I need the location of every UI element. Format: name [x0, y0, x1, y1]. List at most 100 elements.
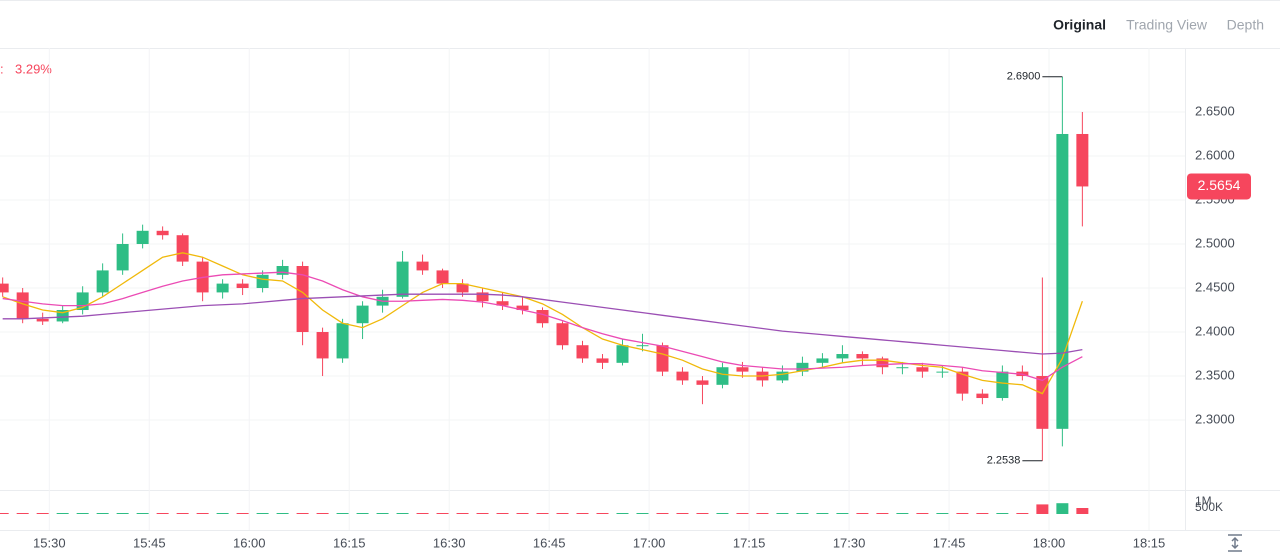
candle-body [996, 371, 1009, 399]
x-tick-label: 15:45 [133, 535, 166, 550]
volume-bar [316, 513, 329, 514]
volume-bar [396, 513, 409, 514]
candle-body [856, 354, 869, 359]
candle-body [896, 367, 909, 369]
tab[interactable]: Trading View [1126, 17, 1208, 33]
tab[interactable]: Depth [1227, 17, 1264, 33]
candle-body [156, 230, 169, 236]
moving-average [2, 293, 1083, 355]
candle-body [836, 354, 849, 359]
candle-body [356, 305, 369, 324]
grid [0, 48, 1185, 530]
candle-body [796, 362, 809, 372]
volume-bar [36, 513, 49, 514]
volume-bar [1036, 504, 1049, 514]
candle-body [556, 323, 569, 346]
change-prefix: : [0, 61, 4, 76]
candle-body [56, 310, 69, 322]
volume-bar [376, 513, 389, 514]
volume-bar [836, 513, 849, 514]
volume-bar [816, 513, 829, 514]
volume-bar [436, 513, 449, 514]
moving-average [2, 252, 1083, 395]
change-label: 3.29% [15, 61, 52, 76]
candle-body [216, 283, 229, 293]
x-tick-label: 16:30 [433, 535, 466, 550]
candle-body [316, 332, 329, 359]
volume-bar [516, 513, 529, 514]
y-tick-label: 2.3500 [1195, 367, 1235, 382]
candle-body [696, 380, 709, 385]
volume-bar [496, 513, 509, 514]
x-tick-label: 16:00 [233, 535, 266, 550]
volume-bar [996, 513, 1009, 514]
volume-bar [0, 513, 9, 514]
candle-body [676, 371, 689, 381]
volume-bar [616, 513, 629, 514]
volume-bar [976, 513, 989, 514]
volume-bar [356, 513, 369, 514]
volume-bar [896, 513, 909, 514]
candle-body [536, 310, 549, 324]
volume-bar [296, 513, 309, 514]
volume-bar [536, 513, 549, 514]
candle-body [576, 345, 589, 359]
volume-bar [856, 513, 869, 514]
high-marker-label: 2.6900 [1007, 71, 1041, 83]
candle-body [336, 323, 349, 359]
candle-body [496, 301, 509, 306]
y-tick-label: 2.5000 [1195, 235, 1235, 250]
last-price-box [1187, 173, 1251, 200]
volume-bar [1056, 503, 1069, 514]
scale-icon[interactable] [1228, 534, 1242, 552]
x-tick-label: 16:15 [333, 535, 366, 550]
candle-body [516, 305, 529, 311]
volume-bar [636, 513, 649, 514]
volume-bar [236, 513, 249, 514]
volume-bar [1076, 508, 1089, 514]
volume-bar [336, 513, 349, 514]
x-tick-label: 17:00 [633, 535, 666, 550]
x-tick-label: 17:15 [733, 535, 766, 550]
candle-body [96, 270, 109, 293]
volume-bar [696, 513, 709, 514]
y-tick-label: 2.3000 [1195, 411, 1235, 426]
volume-bar [756, 513, 769, 514]
volume-bar [276, 513, 289, 514]
volume-bar [656, 513, 669, 514]
volume-bar [596, 513, 609, 514]
y-tick-label: 2.4000 [1195, 323, 1235, 338]
volume-bar [736, 513, 749, 514]
volume-bar [796, 513, 809, 514]
y2-tick-label: 500K [1195, 500, 1223, 514]
y-tick-label: 2.4500 [1195, 279, 1235, 294]
y-tick-label: 2.6500 [1195, 103, 1235, 118]
tab[interactable]: Original [1053, 17, 1106, 33]
candle-body [656, 345, 669, 372]
candle-body [36, 318, 49, 322]
volume-bar [416, 513, 429, 514]
candle-body [776, 371, 789, 381]
x-tick-label: 18:15 [1133, 535, 1166, 550]
candle-body [596, 358, 609, 363]
candle-body [76, 292, 89, 311]
x-tick-label: 15:30 [33, 535, 66, 550]
candle-body [396, 261, 409, 297]
candle-body [476, 292, 489, 302]
last-price-label: 2.5654 [1198, 177, 1241, 193]
y-tick-label: 2.6000 [1195, 147, 1235, 162]
volume-bar [576, 513, 589, 514]
volume-bar [476, 513, 489, 514]
volume-bar [16, 513, 29, 514]
low-marker-label: 2.2538 [987, 455, 1021, 467]
candle-body [136, 230, 149, 245]
x-tick-label: 18:00 [1033, 535, 1066, 550]
candle-body [616, 345, 629, 363]
volume-bar [96, 513, 109, 514]
candle-body [1056, 133, 1069, 429]
x-tick-label: 16:45 [533, 535, 566, 550]
volume-bar [716, 513, 729, 514]
volume-bar [876, 513, 889, 514]
x-tick-label: 17:30 [833, 535, 866, 550]
